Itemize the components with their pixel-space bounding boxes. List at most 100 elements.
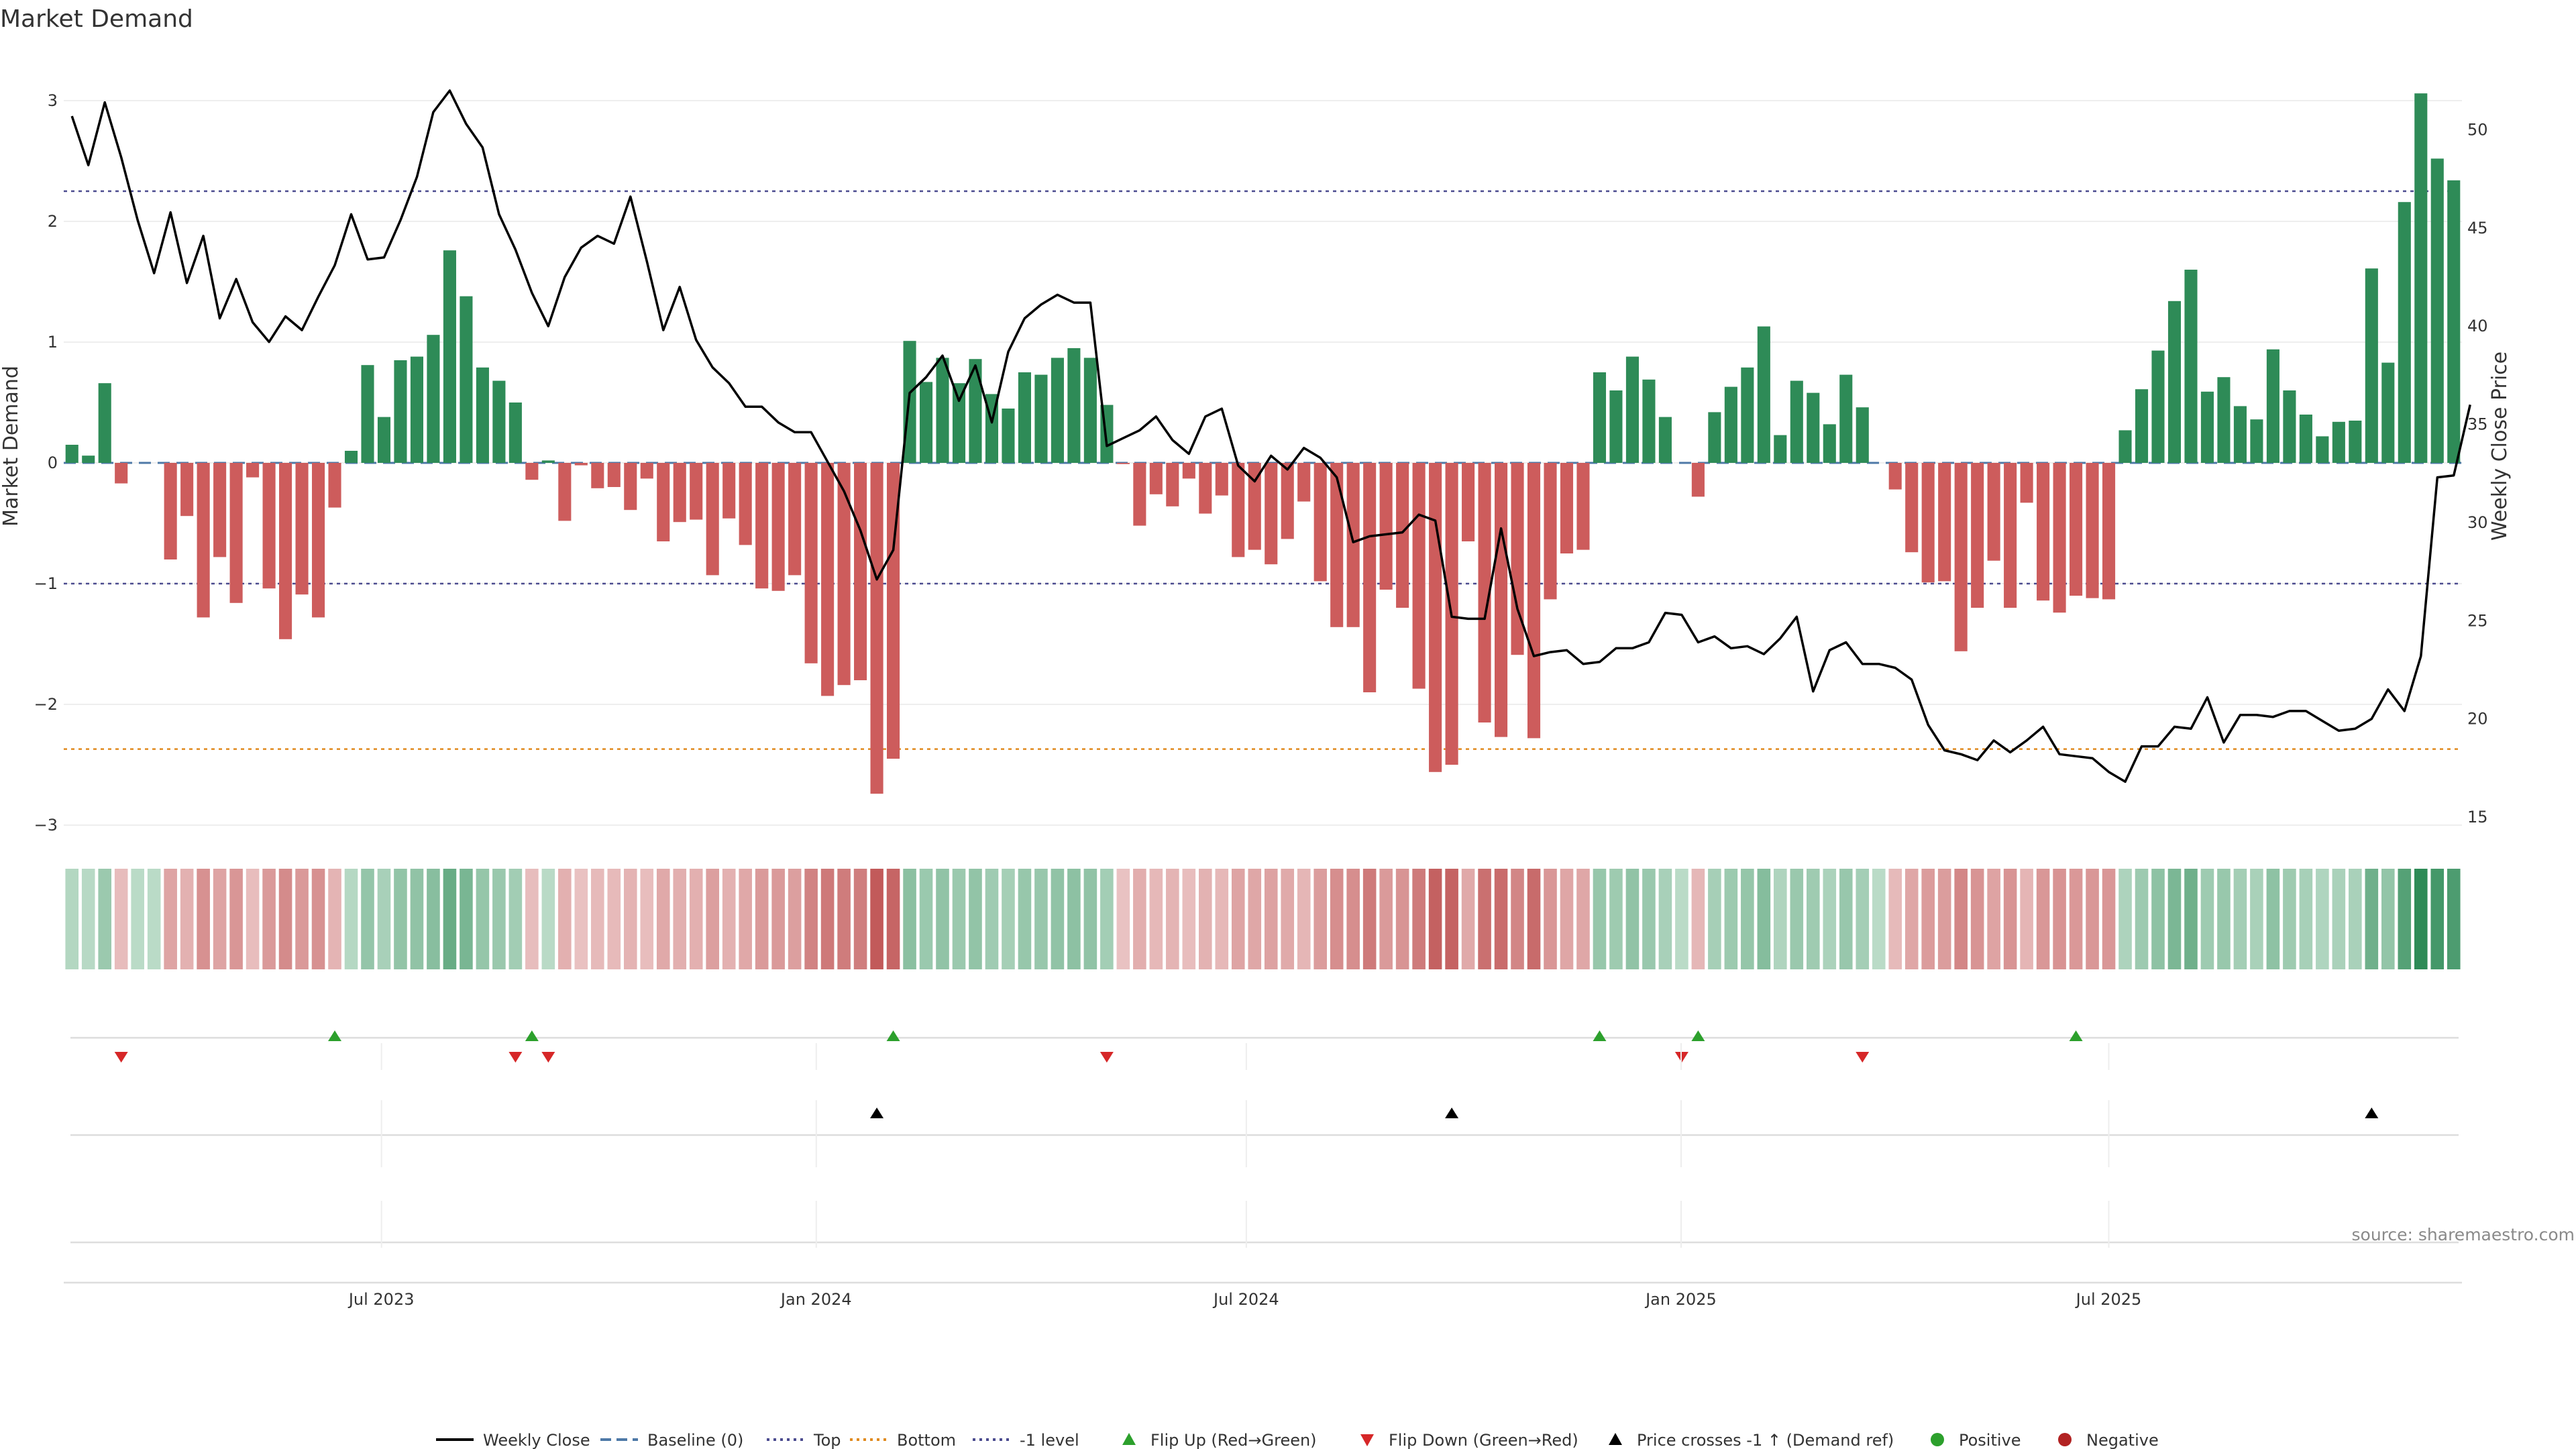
demand-bar bbox=[1396, 463, 1409, 608]
heat-cell bbox=[903, 869, 916, 969]
demand-bar bbox=[804, 463, 818, 663]
demand-bar bbox=[624, 463, 637, 511]
legend-label: Negative bbox=[2086, 1431, 2159, 1449]
heat-cell bbox=[1494, 869, 1508, 969]
heat-cell bbox=[1199, 869, 1212, 969]
heat-cell bbox=[311, 869, 325, 969]
left-axis-ticks: 3 2 1 0 −1 −2 −3 bbox=[34, 91, 58, 835]
heat-cell bbox=[1741, 869, 1754, 969]
demand-bar bbox=[952, 383, 966, 463]
demand-bar bbox=[1807, 392, 1820, 463]
heat-cell bbox=[1379, 869, 1393, 969]
heat-cell bbox=[1544, 869, 1557, 969]
heat-cell bbox=[820, 869, 835, 969]
heat-cell bbox=[1018, 869, 1032, 969]
demand-bar bbox=[1774, 435, 1787, 463]
heat-cell bbox=[164, 869, 177, 969]
heat-cell bbox=[2151, 869, 2165, 969]
heat-cell bbox=[804, 869, 818, 969]
demand-bar bbox=[1905, 463, 1919, 553]
demand-bar bbox=[1954, 463, 1968, 651]
demand-bar bbox=[1888, 463, 1902, 490]
legend-label: Price crosses -1 ↑ (Demand ref) bbox=[1637, 1431, 1894, 1449]
heat-cell bbox=[952, 869, 966, 969]
y2-tick-label: 45 bbox=[2467, 219, 2488, 237]
demand-bar bbox=[919, 382, 933, 463]
demand-bar bbox=[1839, 374, 1853, 463]
demand-bar bbox=[2217, 377, 2231, 463]
demand-bar bbox=[2200, 391, 2214, 463]
demand-bar bbox=[328, 463, 341, 508]
heat-cell bbox=[1445, 869, 1458, 969]
heat-cell bbox=[574, 869, 588, 969]
demand-bar bbox=[591, 463, 604, 488]
demand-bar bbox=[2414, 93, 2428, 463]
flip-up-marker bbox=[1691, 1030, 1705, 1041]
heat-cell bbox=[886, 869, 900, 969]
heat-cell bbox=[1642, 869, 1656, 969]
heat-cell bbox=[2020, 869, 2033, 969]
heat-cell bbox=[2135, 869, 2149, 969]
demand-bar bbox=[2184, 270, 2198, 463]
heat-cell bbox=[1461, 869, 1475, 969]
heat-cell bbox=[508, 869, 523, 969]
flip-down-marker bbox=[114, 1052, 128, 1063]
heat-cell bbox=[1790, 869, 1804, 969]
demand-bar bbox=[2020, 463, 2033, 503]
heat-cell bbox=[1806, 869, 1820, 969]
legend-swatch bbox=[1931, 1433, 1944, 1446]
heat-cell bbox=[1116, 869, 1130, 969]
heat-cell bbox=[1313, 869, 1327, 969]
demand-bar bbox=[377, 417, 391, 463]
flip-down-marker bbox=[1856, 1052, 1870, 1063]
demand-bar bbox=[1281, 463, 1294, 539]
heat-cell bbox=[1215, 869, 1229, 969]
demand-bar bbox=[1495, 463, 1508, 737]
demand-bar bbox=[508, 402, 522, 463]
demand-bar bbox=[197, 463, 210, 618]
heat-cell bbox=[1675, 869, 1688, 969]
heat-cell bbox=[361, 869, 374, 969]
demand-bar bbox=[279, 463, 292, 639]
demand-bar bbox=[262, 463, 276, 589]
heat-cell bbox=[1182, 869, 1196, 969]
heat-cell bbox=[114, 869, 128, 969]
demand-bar bbox=[690, 463, 703, 520]
heat-cell bbox=[607, 869, 621, 969]
legend-label: Positive bbox=[1959, 1431, 2021, 1449]
heat-cell bbox=[1067, 869, 1081, 969]
heat-cell bbox=[2430, 869, 2445, 969]
demand-bar bbox=[2398, 202, 2411, 463]
y-tick-label: −3 bbox=[34, 816, 58, 835]
heat-cell bbox=[1839, 869, 1853, 969]
heat-cell bbox=[2102, 869, 2116, 969]
legend-label: -1 level bbox=[1020, 1431, 1079, 1449]
legend-label: Weekly Close bbox=[483, 1431, 590, 1449]
heat-cell bbox=[1593, 869, 1607, 969]
heat-cell bbox=[98, 869, 112, 969]
demand-bar bbox=[1724, 386, 1737, 463]
demand-bar bbox=[1511, 463, 1524, 655]
heat-cell bbox=[2266, 869, 2280, 969]
heat-cell bbox=[1231, 869, 1245, 969]
heat-cell bbox=[492, 869, 506, 969]
heat-cell bbox=[2250, 869, 2263, 969]
heat-cell bbox=[1560, 869, 1574, 969]
demand-bar bbox=[2151, 350, 2165, 463]
legend-item: Flip Up (Red→Green) bbox=[1122, 1431, 1317, 1449]
legend-item: Baseline (0) bbox=[600, 1431, 743, 1449]
demand-bar bbox=[870, 463, 883, 794]
y2-axis-label: Weekly Close Price bbox=[2488, 352, 2512, 541]
demand-bar bbox=[1544, 463, 1557, 600]
demand-bar bbox=[2332, 421, 2345, 463]
heat-cell bbox=[1921, 869, 1935, 969]
heat-cell bbox=[2053, 869, 2066, 969]
x-axis-ticks: Jul 2023 Jan 2024 Jul 2024 Jan 2025 Jul 2025 bbox=[347, 1043, 2141, 1309]
demand-bar bbox=[1067, 348, 1081, 463]
legend-swatch bbox=[1122, 1433, 1136, 1445]
demand-bar bbox=[1215, 463, 1228, 496]
demand-bar bbox=[115, 463, 128, 484]
y-tick-label: 2 bbox=[48, 212, 58, 231]
heat-cell bbox=[2167, 869, 2182, 969]
demand-bar bbox=[180, 463, 194, 517]
